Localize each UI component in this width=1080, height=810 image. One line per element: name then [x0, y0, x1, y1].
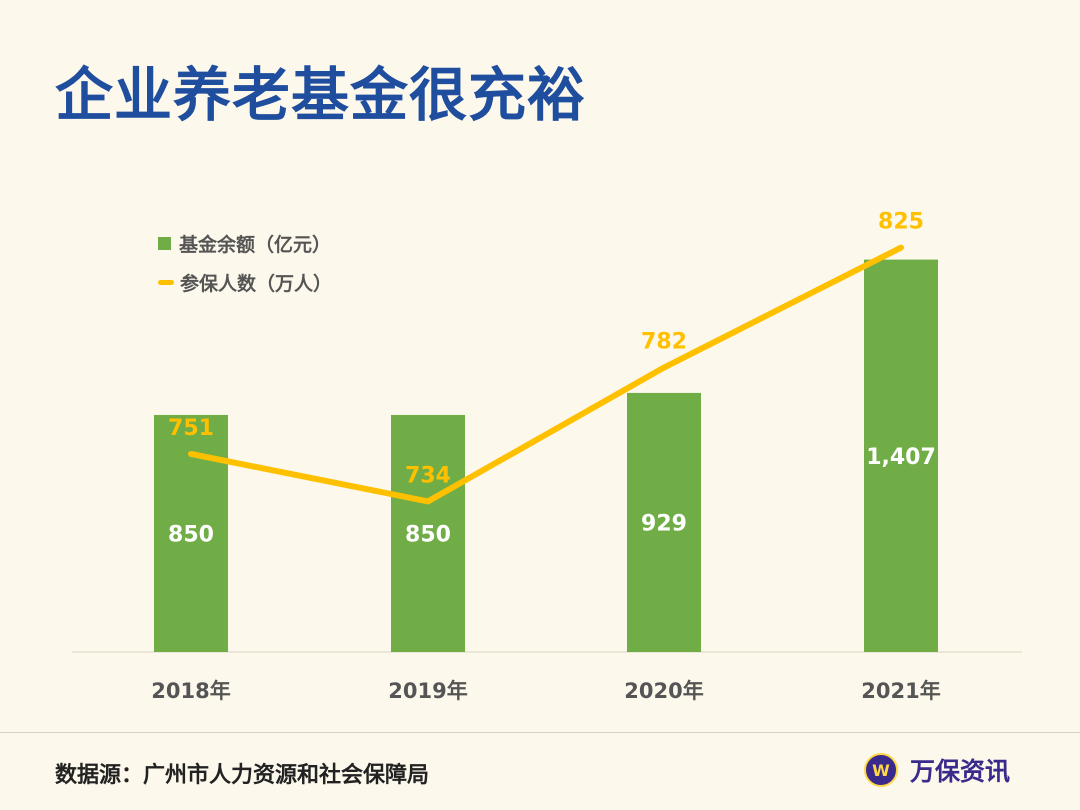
line-value-label: 734: [405, 463, 451, 488]
brand-name: 万保资讯: [910, 757, 1011, 786]
footer-divider: [0, 732, 1080, 733]
line-value-label: 825: [878, 210, 924, 235]
legend-label: 基金余额（亿元）: [179, 234, 332, 256]
bar: [864, 259, 938, 652]
legend-item-bar: 基金余额（亿元）: [158, 230, 331, 257]
bar-value-label: 850: [168, 522, 214, 547]
line-point: [900, 246, 902, 249]
brand: W 万保资讯: [864, 752, 1010, 788]
brand-logo: W: [864, 753, 898, 787]
legend-label: 参保人数（万人）: [180, 273, 333, 295]
x-tick-label: 2021年: [861, 679, 940, 703]
legend-item-line: 参保人数（万人）: [158, 269, 332, 296]
data-source: 数据源：广州市人力资源和社会保障局: [55, 763, 430, 788]
x-tick-label: 2019年: [388, 679, 467, 703]
combo-chart: 850 2018年 850 2019年 929 2020年 1,407 2021年 751 734…: [72, 210, 1022, 703]
bar-value-label: 929: [641, 511, 687, 536]
x-tick-label: 2018年: [151, 679, 230, 703]
line-point: [663, 366, 665, 369]
legend-swatch-bar: [158, 237, 171, 250]
x-tick-label: 2020年: [624, 679, 703, 703]
page-title: 企业养老基金很充裕: [55, 61, 587, 129]
bar: [391, 414, 465, 652]
line-value-label: 751: [168, 416, 214, 441]
bar: [627, 392, 701, 652]
line-value-label: 782: [641, 330, 687, 355]
bar-value-label: 1,407: [866, 445, 936, 470]
bar-value-label: 850: [405, 522, 451, 547]
line-point: [190, 452, 192, 455]
legend-swatch-line: [158, 280, 174, 285]
line-point: [427, 500, 429, 503]
line-series: [188, 244, 904, 505]
